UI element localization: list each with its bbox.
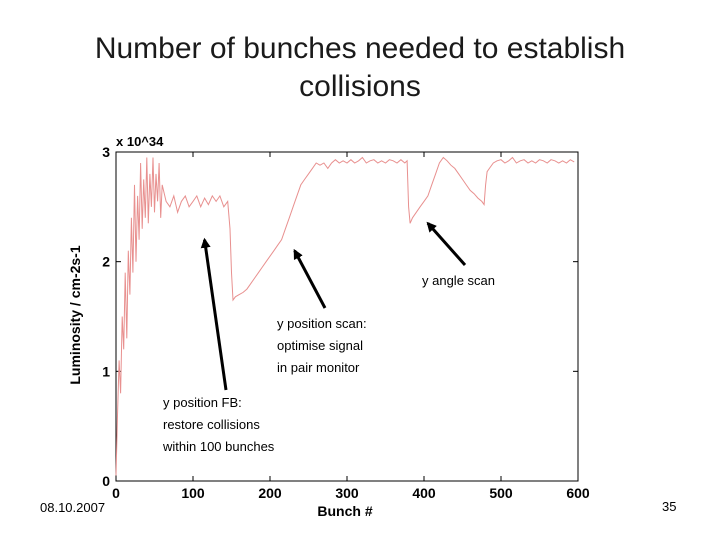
y-tick-label: 2: [102, 254, 110, 270]
slide-title-line1: Number of bunches needed to establish: [94, 32, 626, 65]
x-tick-label: 0: [112, 485, 120, 501]
slide-date: 08.10.2007: [40, 500, 106, 515]
arrow-layer: [200, 221, 467, 391]
x-axis-label: Bunch #: [317, 503, 372, 519]
annotation-arrow-1: [293, 248, 327, 309]
x-tick-label: 500: [489, 485, 513, 501]
x-tick-label: 400: [412, 485, 436, 501]
annotation-line: y position FB:: [163, 395, 242, 410]
slide-title: Number of bunches needed to establish co…: [40, 30, 680, 106]
x-tick-label: 200: [258, 485, 282, 501]
annotation-line: y position scan:: [277, 316, 367, 331]
annotation-line: optimise signal: [277, 338, 363, 353]
page-number: 35: [662, 499, 677, 514]
annotation-line: within 100 bunches: [163, 439, 275, 454]
x-tick-label: 300: [335, 485, 359, 501]
annotation-y-position-fb: y position FB: restore collisions within…: [163, 392, 274, 458]
x-tick-label: 100: [181, 485, 205, 501]
y-tick-label: 0: [102, 473, 110, 489]
annotation-line: y angle scan: [422, 273, 495, 288]
axes-layer: 0 100 200 300 400 500 600 0 1 2 3: [102, 144, 590, 501]
series-line-0: [115, 156, 575, 476]
y-multiplier: x 10^34: [116, 134, 164, 149]
annotation-y-position-scan: y position scan: optimise signal in pair…: [277, 313, 367, 379]
data-layer: [115, 156, 575, 476]
annotation-y-angle-scan: y angle scan: [422, 270, 495, 292]
y-axis-label: Luminosity / cm-2s-1: [67, 245, 83, 384]
x-tick-label: 600: [566, 485, 590, 501]
annotation-arrow-2: [200, 237, 228, 391]
slide-title-line2: collisions: [299, 70, 421, 103]
annotation-arrow-0: [426, 221, 467, 266]
annotation-line: restore collisions: [163, 417, 260, 432]
annotation-line: in pair monitor: [277, 360, 360, 375]
y-tick-label: 1: [102, 363, 110, 379]
y-tick-label: 3: [102, 144, 110, 160]
